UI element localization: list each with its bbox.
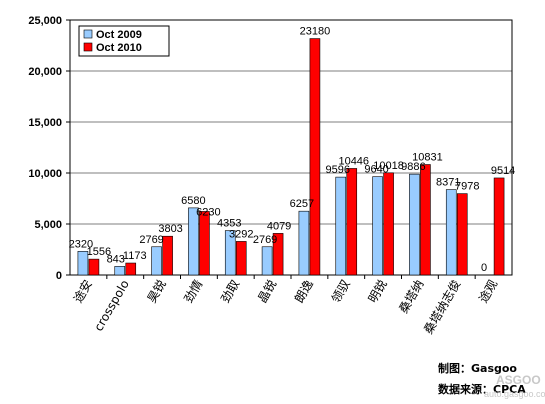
legend-swatch-oct-2010: [83, 42, 93, 52]
bar-oct-2010: [420, 164, 431, 276]
y-tick-label: 20,000: [28, 66, 62, 78]
value-label: 2320: [69, 238, 93, 250]
bar-oct-2010: [272, 233, 284, 276]
value-label: 2769: [139, 234, 163, 246]
category-label: 朗逸: [292, 278, 316, 306]
value-label: 0: [481, 262, 487, 274]
value-label: 10446: [338, 155, 369, 167]
category-label: 桑塔纳: [396, 278, 426, 316]
y-tick-label: 25,000: [28, 15, 62, 27]
category-label: 途安: [70, 277, 95, 305]
watermark-url: auto.gasgoo.com: [484, 389, 545, 399]
legend: Oct 2009 Oct 2010: [78, 25, 170, 57]
category-label: 桑塔纳志俊: [420, 277, 463, 336]
value-label: 2769: [253, 234, 277, 246]
bar-oct-2009: [77, 251, 89, 276]
category-label: 劲情: [181, 278, 205, 306]
bar-oct-2009: [188, 207, 199, 276]
legend-swatch-oct-2009: [83, 29, 93, 39]
category-label: 晶锐: [255, 278, 279, 306]
value-label: 23180: [300, 26, 331, 38]
bar-oct-2010: [235, 241, 247, 276]
value-label: 4079: [267, 220, 291, 232]
y-axis-ticks: 0 5,000 10,000 15,000 20,000 25,000: [28, 15, 70, 282]
bar-oct-2010: [346, 168, 358, 276]
y-tick-label: 10,000: [28, 168, 62, 180]
value-label: 6580: [181, 195, 205, 207]
bar-oct-2010: [383, 172, 394, 276]
gridlines: [70, 70, 512, 225]
bar-oct-2010: [309, 38, 321, 276]
value-label: 10018: [373, 160, 404, 172]
value-label: 9514: [491, 165, 515, 177]
category-label: 明锐: [366, 278, 390, 306]
legend-label-oct-2009: Oct 2009: [96, 29, 142, 41]
value-label: 9640: [364, 164, 388, 176]
bar-oct-2010: [493, 177, 505, 276]
bar-oct-2010: [456, 193, 468, 276]
bar-oct-2009: [298, 210, 310, 276]
bar-oct-2010: [88, 258, 100, 276]
value-label: 1556: [87, 246, 111, 258]
bar-oct-2010: [125, 262, 137, 276]
value-label: 1173: [123, 250, 147, 262]
category-label: 劲取: [218, 278, 242, 306]
category-label: crosspolo: [91, 278, 131, 334]
value-label: 9886: [401, 161, 425, 173]
bar-oct-2009: [445, 189, 457, 276]
bar-oct-2009: [224, 230, 236, 276]
watermark-logo: ASGOO: [496, 373, 541, 387]
value-label: 3292: [229, 228, 253, 240]
bar-oct-2009: [114, 266, 126, 276]
category-label: 途观: [475, 277, 500, 305]
bar-oct-2009: [261, 246, 273, 276]
category-label: 昊锐: [145, 278, 169, 306]
bar-oct-2009: [151, 246, 162, 276]
value-label: 8371: [436, 177, 460, 189]
y-tick-label: 5,000: [34, 219, 62, 231]
plot-area: [69, 19, 513, 276]
value-label: 10831: [412, 152, 443, 164]
chart-credit: 制图：Gasgoo: [438, 362, 517, 375]
bar-oct-2009: [409, 173, 420, 276]
value-label: 9596: [326, 164, 350, 176]
value-label: 3803: [158, 223, 182, 235]
bars: [77, 38, 505, 276]
bar-oct-2009: [335, 176, 347, 276]
y-tick-label: 15,000: [28, 117, 62, 129]
bar-oct-2009: [372, 176, 383, 276]
value-label: 4353: [217, 218, 241, 230]
value-label: 7978: [455, 181, 479, 193]
value-label: 6230: [196, 206, 220, 218]
category-label: 领驭: [329, 278, 353, 306]
y-tick-label: 0: [56, 270, 62, 282]
value-label: 843: [107, 253, 125, 265]
bar-oct-2010: [199, 211, 210, 276]
legend-label-oct-2010: Oct 2010: [96, 42, 142, 54]
bar-oct-2010: [162, 235, 173, 276]
data-source: 数据来源：CPCA: [438, 383, 526, 396]
value-label: 6257: [290, 198, 314, 210]
legend-box: [78, 25, 170, 57]
